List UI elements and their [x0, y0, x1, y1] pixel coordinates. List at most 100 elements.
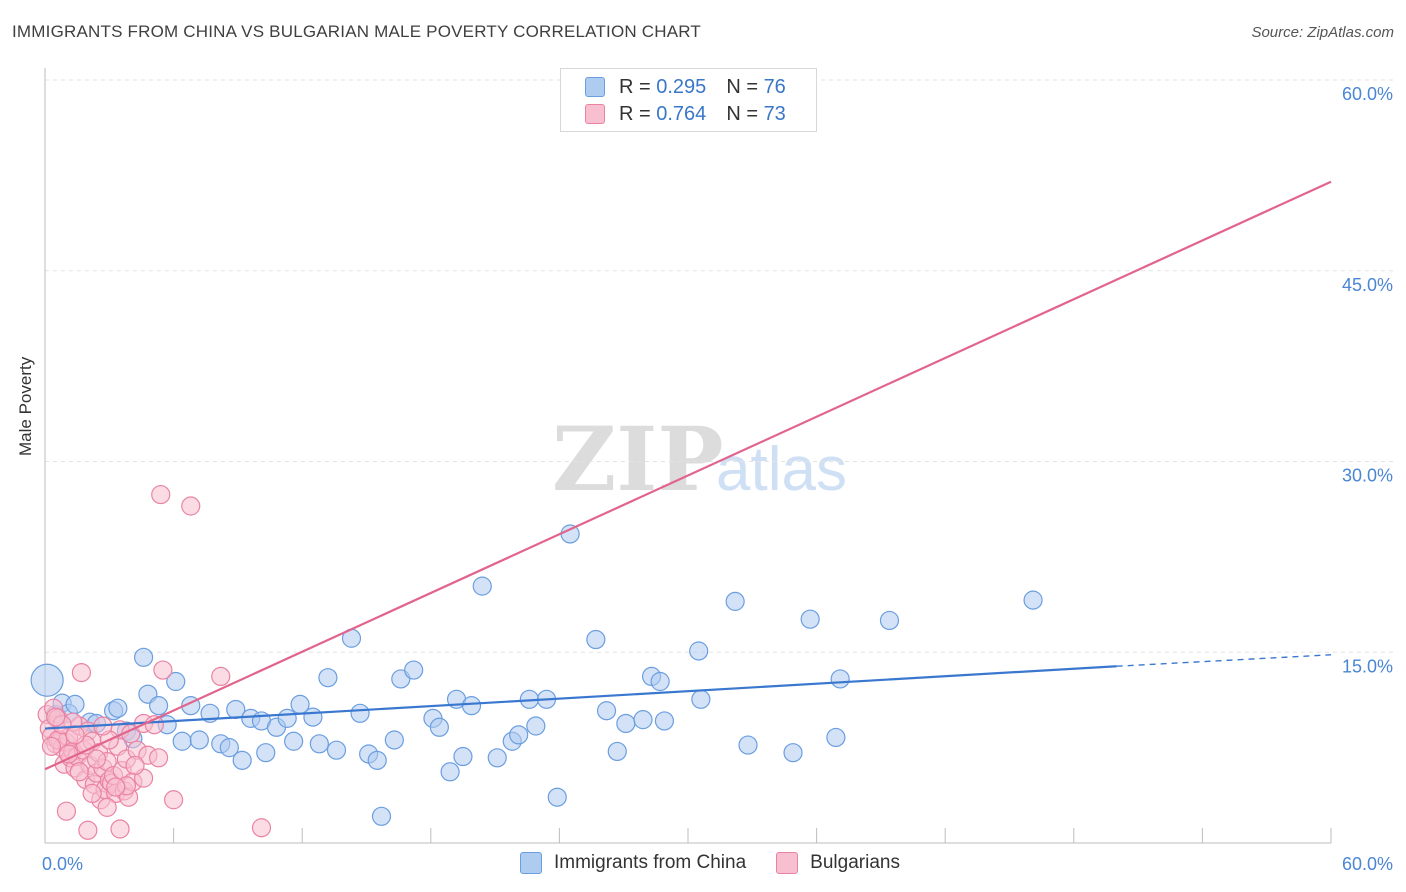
china-point — [472, 576, 492, 596]
bulgarian-point — [82, 783, 102, 804]
china-point — [691, 689, 711, 709]
bulgarian-point — [153, 660, 173, 680]
legend-swatch-china — [585, 77, 605, 97]
china-trendline — [44, 665, 1117, 730]
tick-layer: 15.0% 30.0% 45.0% 60.0% 0.0% 60.0% — [42, 84, 1393, 874]
china-point — [689, 641, 709, 661]
china-point — [1023, 590, 1043, 610]
china-point — [596, 701, 617, 721]
china-point — [65, 694, 85, 714]
legend-r-label-bulgarians: R = — [619, 102, 651, 125]
legend-r-value-china: 0.295 — [656, 75, 707, 98]
china-point — [284, 731, 304, 751]
china-point — [633, 710, 653, 730]
legend-r-label-china: R = — [619, 75, 651, 98]
legend-n-value-china: 76 — [763, 75, 786, 98]
china-point — [560, 524, 580, 544]
china-point — [830, 669, 850, 689]
legend-swatch-bulgarians — [585, 104, 605, 124]
china-point — [547, 787, 567, 807]
bulgarian-point — [86, 749, 107, 769]
watermark-atlas: atlas — [716, 435, 847, 504]
legend-marker-bulgarians — [776, 852, 799, 874]
bulgarian-point — [69, 762, 89, 782]
china-point — [148, 696, 169, 716]
china-point — [800, 609, 820, 629]
china-point — [318, 668, 338, 688]
axis-layer — [44, 68, 1332, 844]
bulgarian-trendline — [44, 180, 1332, 771]
legend-marker-china — [520, 852, 542, 874]
bulgarian-point — [106, 777, 126, 797]
bulgarian-point — [110, 819, 130, 839]
legend-label-china: Immigrants from China — [554, 852, 747, 873]
china-point — [303, 707, 323, 727]
legend-n-value-bulgarians: 73 — [763, 102, 786, 125]
bulgarian-point — [56, 801, 77, 821]
china-point — [487, 748, 507, 768]
legend-n-label-bulgarians: N = — [726, 102, 758, 125]
chart-title: IMMIGRANTS FROM CHINA VS BULGARIAN MALE … — [12, 22, 702, 41]
china-point — [650, 671, 670, 692]
china-point — [30, 663, 64, 697]
china-point — [326, 740, 347, 760]
series-legend: Immigrants from China Bulgarians — [520, 852, 930, 874]
bulgarian-point — [78, 820, 98, 840]
china-point — [232, 750, 252, 770]
y-tick-label: 60.0% — [1342, 84, 1393, 104]
y-tick-label: 15.0% — [1342, 656, 1393, 676]
china-point — [879, 610, 900, 631]
bulgarian-point — [181, 496, 201, 516]
china-point — [453, 746, 473, 767]
trend-layer — [44, 180, 1332, 771]
bulgarian-point — [65, 725, 85, 745]
china-point — [654, 711, 675, 731]
china-point — [371, 806, 392, 826]
watermark-zip: ZIP — [552, 407, 724, 511]
legend-item-bulgarians[interactable]: Bulgarians — [776, 852, 900, 874]
source-credit: Source: ZipAtlas.com — [1251, 24, 1394, 41]
china-point — [826, 727, 846, 748]
legend-item-china[interactable]: Immigrants from China — [520, 852, 746, 874]
china-point — [108, 698, 128, 718]
china-point — [461, 696, 482, 716]
china-point — [783, 743, 803, 763]
legend-row-china: R = 0.295 N = 76 — [585, 75, 786, 99]
points-layer — [30, 484, 1043, 840]
china-point — [738, 735, 758, 755]
x-tick-label-max: 60.0% — [1342, 854, 1393, 874]
china-point — [256, 743, 276, 763]
china-point — [166, 671, 186, 692]
bulgarian-point — [125, 755, 145, 776]
y-tick-label: 45.0% — [1342, 275, 1393, 295]
y-tick-label: 30.0% — [1342, 466, 1393, 486]
bulgarian-point — [251, 818, 272, 838]
grid-layer — [45, 79, 1395, 653]
stats-legend: R = 0.295 N = 76 R = 0.764 N = 73 — [560, 68, 817, 132]
bulgarian-point — [164, 790, 184, 810]
china-point — [277, 708, 297, 728]
bulgarian-point — [41, 736, 62, 756]
legend-label-bulgarians: Bulgarians — [810, 852, 900, 873]
china-point — [133, 647, 154, 667]
bulgarian-point — [151, 484, 171, 505]
china-trendline-extension — [1116, 654, 1332, 667]
legend-n-label-china: N = — [726, 75, 758, 98]
bulgarian-point — [97, 797, 117, 817]
china-point — [404, 660, 424, 680]
bulgarian-point — [211, 666, 231, 687]
china-point — [309, 734, 329, 754]
china-point — [526, 716, 546, 736]
china-point — [607, 741, 627, 762]
china-point — [616, 713, 636, 734]
y-axis-label: Male Poverty — [16, 356, 35, 456]
china-point — [350, 703, 370, 723]
china-point — [509, 725, 529, 745]
china-point — [429, 717, 449, 737]
bulgarian-point — [148, 748, 169, 768]
china-point — [189, 730, 209, 750]
china-point — [586, 629, 606, 650]
china-point — [219, 738, 239, 758]
china-point — [172, 731, 192, 751]
